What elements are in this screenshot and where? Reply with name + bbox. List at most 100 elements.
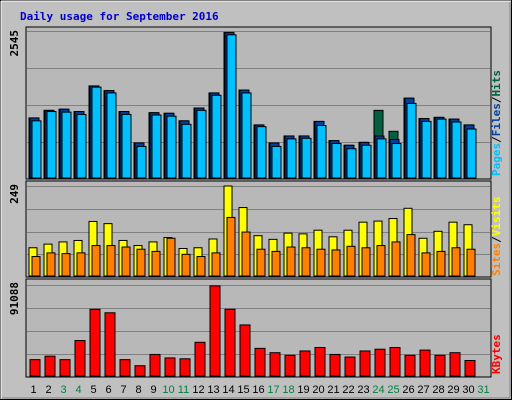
bar-sites [151,250,161,277]
day-label: 8 [135,384,141,396]
bar-kbytes [119,359,131,377]
bar-kbytes [134,365,146,377]
legend-separator: / [490,236,503,243]
day-label: 15 [237,384,249,396]
bar-sites [256,248,266,277]
bar-sites [361,247,371,277]
bar-kbytes [374,348,386,377]
legend-files: Files [490,103,503,136]
day-label: 18 [282,384,294,396]
bar-kbytes [419,349,431,377]
legend-separator: / [490,96,503,103]
bar-pages [166,115,177,179]
day-label: 19 [297,384,309,396]
bar-sites [436,250,446,277]
legend-kbytes: KBytes [490,334,503,374]
legend-sites: Sites [490,243,503,276]
day-label: 2 [45,384,51,396]
bar-kbytes [389,346,401,377]
bar-kbytes [464,360,476,377]
bar-pages [106,92,117,179]
bar-kbytes [299,350,311,377]
bar-sites [61,253,71,277]
bar-sites [286,246,296,277]
day-label: 31 [477,384,489,396]
bar-kbytes [89,308,101,377]
bar-kbytes [74,340,86,377]
bar-sites [46,252,56,277]
bar-pages [346,148,357,179]
legend-hits-files-pages: Pages/Files/Hits [490,70,503,176]
bar-sites [136,248,146,277]
bar-kbytes [329,353,341,377]
bar-pages [256,126,267,179]
bar-kbytes [224,308,236,377]
bar-sites [226,216,236,277]
day-label: 28 [432,384,444,396]
max-label-visits: 249 [8,184,21,204]
bar-kbytes [164,357,176,377]
bars-layer [28,31,477,377]
bar-kbytes [59,359,71,377]
bar-kbytes [209,285,221,377]
bar-pages [121,113,132,179]
bar-pages [361,144,372,179]
day-label: 20 [312,384,324,396]
bar-pages [331,143,342,179]
day-label: 9 [150,384,156,396]
bar-pages [91,86,102,179]
day-label: 30 [462,384,474,396]
bar-sites [196,256,206,277]
bar-kbytes [149,353,161,377]
bar-pages [376,138,387,179]
bar-sites [121,246,131,277]
day-labels: 1 2 3 4 5 6 7 8 9 10 11 12 13 14 15 16 17 18 19 20 21 22 23 24 2… [30,384,489,396]
legend-kbytes-group: KBytes [490,334,503,374]
day-label: 12 [192,384,204,396]
bar-pages [406,102,417,179]
day-label: 14 [222,384,234,396]
day-label: 29 [447,384,459,396]
bar-pages [301,137,312,179]
day-label: 6 [105,384,111,396]
bar-sites [451,247,461,277]
legend-separator: / [490,136,503,143]
bar-pages [451,121,462,179]
bar-pages [286,138,297,179]
bar-pages [226,34,237,179]
bar-pages [76,113,87,179]
bar-kbytes [344,356,356,377]
bar-kbytes [194,341,206,377]
bar-kbytes [44,355,56,377]
day-label: 10 [162,384,174,396]
day-label: 1 [30,384,36,396]
bar-pages [61,111,72,179]
bar-sites [391,241,401,277]
bar-sites [466,248,476,277]
legend-visits-sites: Sites/Visits [490,197,503,277]
day-label: 5 [90,384,96,396]
bar-kbytes [404,354,416,377]
bar-sites [211,252,221,277]
bar-kbytes [284,354,296,377]
bar-kbytes [359,350,371,377]
bar-sites [421,252,431,277]
legend-pages: Pages [490,143,503,176]
day-label: 11 [178,384,189,396]
bar-pages [181,123,192,179]
bar-sites [316,248,326,277]
bar-kbytes [449,352,461,377]
day-label: 25 [387,384,399,396]
bar-pages [136,145,147,179]
bar-sites [181,253,191,277]
bar-pages [271,145,282,179]
bar-kbytes [104,312,116,377]
legend-hits: Hits [490,70,503,97]
bar-pages [421,120,432,179]
bar-kbytes [239,324,251,377]
bar-sites [76,252,86,277]
day-label: 17 [267,384,279,396]
day-label: 7 [120,384,126,396]
